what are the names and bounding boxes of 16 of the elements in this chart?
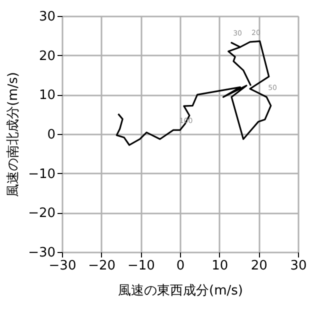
y-tick-label: −20: [28, 206, 56, 222]
y-tick-label: 0: [47, 128, 56, 142]
y-tick-label: 20: [38, 48, 56, 64]
x-tick-label: −20: [88, 258, 116, 274]
x-tick-label: 30: [290, 258, 307, 274]
x-tick-label: 10: [212, 258, 228, 274]
x-axis-title: 風速の東西成分(m/s): [118, 284, 243, 298]
y-axis-title: 風速の南北成分(m/s): [6, 72, 22, 197]
y-tick-label: −30: [28, 246, 56, 260]
x-tick-label: −10: [127, 258, 155, 274]
x-tick-label: −30: [48, 258, 76, 274]
x-tick-label: 20: [250, 258, 268, 274]
x-tick-label: 0: [176, 258, 185, 274]
y-tick-label: 30: [38, 10, 56, 24]
y-tick-label: −10: [28, 166, 56, 182]
y-tick-label: 10: [38, 88, 56, 104]
